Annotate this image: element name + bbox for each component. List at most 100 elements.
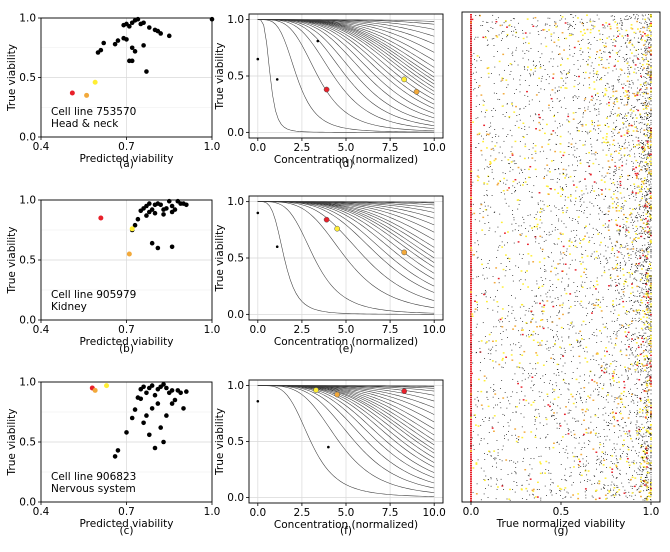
- viability-point: [646, 222, 648, 224]
- viability-point: [502, 445, 504, 447]
- viability-point: [487, 39, 488, 41]
- viability-point: [561, 307, 563, 309]
- viability-point: [565, 468, 566, 470]
- viability-point: [647, 97, 649, 99]
- viability-point: [544, 485, 546, 487]
- viability-point: [543, 89, 545, 91]
- viability-point: [520, 225, 522, 227]
- viability-point: [639, 201, 641, 203]
- viability-point: [551, 415, 552, 417]
- viability-point: [616, 467, 618, 468]
- viability-point: [470, 115, 472, 117]
- viability-point: [564, 487, 567, 489]
- viability-point: [618, 279, 620, 280]
- viability-point: [509, 261, 511, 262]
- viability-point: [641, 122, 643, 124]
- viability-point: [642, 456, 643, 458]
- viability-point: [616, 331, 618, 332]
- viability-point: [635, 249, 637, 251]
- viability-point: [618, 293, 620, 294]
- viability-point: [595, 434, 597, 436]
- viability-point: [521, 354, 524, 356]
- viability-point: [626, 217, 629, 220]
- viability-point: [650, 139, 652, 141]
- viability-point: [540, 43, 542, 45]
- highlight-point: [126, 251, 132, 257]
- viability-point: [500, 469, 502, 470]
- viability-point: [603, 443, 604, 445]
- viability-point: [649, 468, 651, 469]
- viability-point: [649, 412, 652, 414]
- curve-marker: [275, 78, 279, 81]
- viability-point: [596, 153, 598, 154]
- viability-point: [484, 459, 486, 460]
- viability-point: [620, 267, 622, 268]
- viability-point: [645, 384, 648, 387]
- viability-point: [621, 176, 623, 177]
- viability-point: [639, 430, 641, 432]
- viability-point: [614, 484, 616, 486]
- viability-point: [632, 320, 634, 322]
- viability-point: [523, 67, 525, 69]
- viability-point: [650, 499, 652, 501]
- viability-point: [629, 237, 631, 239]
- viability-point: [645, 288, 647, 290]
- viability-point: [516, 366, 518, 368]
- viability-point: [633, 278, 635, 280]
- viability-point: [548, 83, 550, 85]
- viability-point: [645, 291, 647, 293]
- viability-point: [648, 61, 650, 62]
- viability-point: [486, 209, 488, 211]
- viability-point: [615, 493, 617, 495]
- viability-point: [636, 20, 639, 23]
- viability-point: [511, 146, 513, 148]
- viability-point: [639, 353, 642, 356]
- viability-point: [611, 395, 613, 397]
- viability-point: [640, 495, 642, 498]
- viability-point: [631, 125, 634, 127]
- viability-point: [620, 435, 622, 437]
- viability-point: [641, 118, 643, 120]
- viability-point: [603, 371, 605, 373]
- viability-point: [476, 257, 478, 259]
- curve-markers: [256, 387, 408, 449]
- viability-point: [640, 478, 642, 480]
- viability-point: [493, 326, 495, 328]
- viability-point: [539, 461, 542, 463]
- viability-point: [594, 21, 596, 22]
- viability-point: [582, 320, 585, 323]
- viability-point: [484, 453, 486, 454]
- viability-point: [635, 270, 637, 272]
- viability-point: [470, 284, 472, 287]
- viability-point: [600, 488, 602, 490]
- viability-point: [641, 245, 643, 247]
- viability-point: [644, 380, 646, 382]
- viability-point: [633, 153, 635, 155]
- viability-point: [613, 483, 615, 485]
- viability-point: [604, 485, 606, 486]
- viability-point: [646, 374, 648, 376]
- viability-point: [650, 234, 652, 236]
- viability-point: [541, 472, 543, 474]
- data-point: [132, 407, 138, 412]
- viability-point: [625, 371, 627, 373]
- viability-point: [470, 214, 472, 216]
- viability-point: [647, 293, 649, 295]
- viability-point: [642, 470, 644, 471]
- viability-point: [536, 447, 537, 449]
- viability-point: [470, 316, 472, 317]
- viability-point: [481, 263, 483, 266]
- viability-point: [564, 289, 566, 291]
- viability-point: [650, 275, 652, 276]
- viability-point: [650, 451, 652, 453]
- viability-point: [619, 350, 622, 353]
- viability-point: [568, 328, 570, 330]
- viability-point: [504, 435, 505, 437]
- curve-marker: [323, 86, 330, 93]
- viability-point: [646, 346, 648, 348]
- viability-point: [639, 295, 641, 296]
- viability-point: [596, 382, 598, 384]
- viability-point: [650, 411, 652, 413]
- viability-point: [596, 139, 598, 141]
- data-point: [149, 406, 155, 411]
